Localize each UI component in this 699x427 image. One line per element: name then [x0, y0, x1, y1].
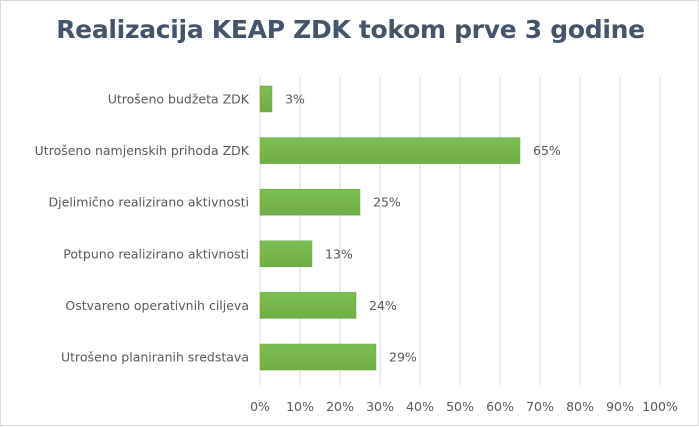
x-tick-label: 30% [366, 399, 394, 414]
category-label: Utrošeno namjenskih prihoda ZDK [35, 143, 250, 158]
x-tick-label: 10% [286, 399, 314, 414]
category-label: Djelimično realizirano aktivnosti [49, 195, 249, 210]
data-label: 65% [533, 143, 561, 158]
x-tick-label: 20% [326, 399, 354, 414]
category-label: Utrošeno budžeta ZDK [108, 92, 250, 107]
data-label: 29% [389, 350, 417, 365]
bar [259, 292, 357, 319]
x-tick-label: 80% [566, 399, 594, 414]
x-tick-label: 90% [606, 399, 634, 414]
data-label: 3% [285, 92, 305, 107]
data-label: 25% [373, 195, 401, 210]
chart-title: Realizacija KEAP ZDK tokom prve 3 godine [56, 15, 645, 44]
x-tick-label: 0% [250, 399, 270, 414]
x-tick-label: 50% [446, 399, 474, 414]
category-label: Ostvareno operativnih ciljeva [65, 298, 249, 313]
x-tick-label: 100% [642, 399, 678, 414]
category-label: Utrošeno planiranih sredstava [61, 350, 249, 365]
category-label: Potpuno realizirano aktivnosti [63, 246, 249, 261]
bar [259, 188, 361, 216]
bar [259, 137, 521, 164]
data-label: 24% [369, 298, 397, 313]
bar [259, 240, 313, 268]
data-label: 13% [325, 246, 353, 261]
bar [259, 85, 273, 113]
x-tick-label: 70% [526, 399, 554, 414]
bar [259, 343, 377, 371]
x-tick-label: 40% [406, 399, 434, 414]
x-tick-label: 60% [486, 399, 514, 414]
